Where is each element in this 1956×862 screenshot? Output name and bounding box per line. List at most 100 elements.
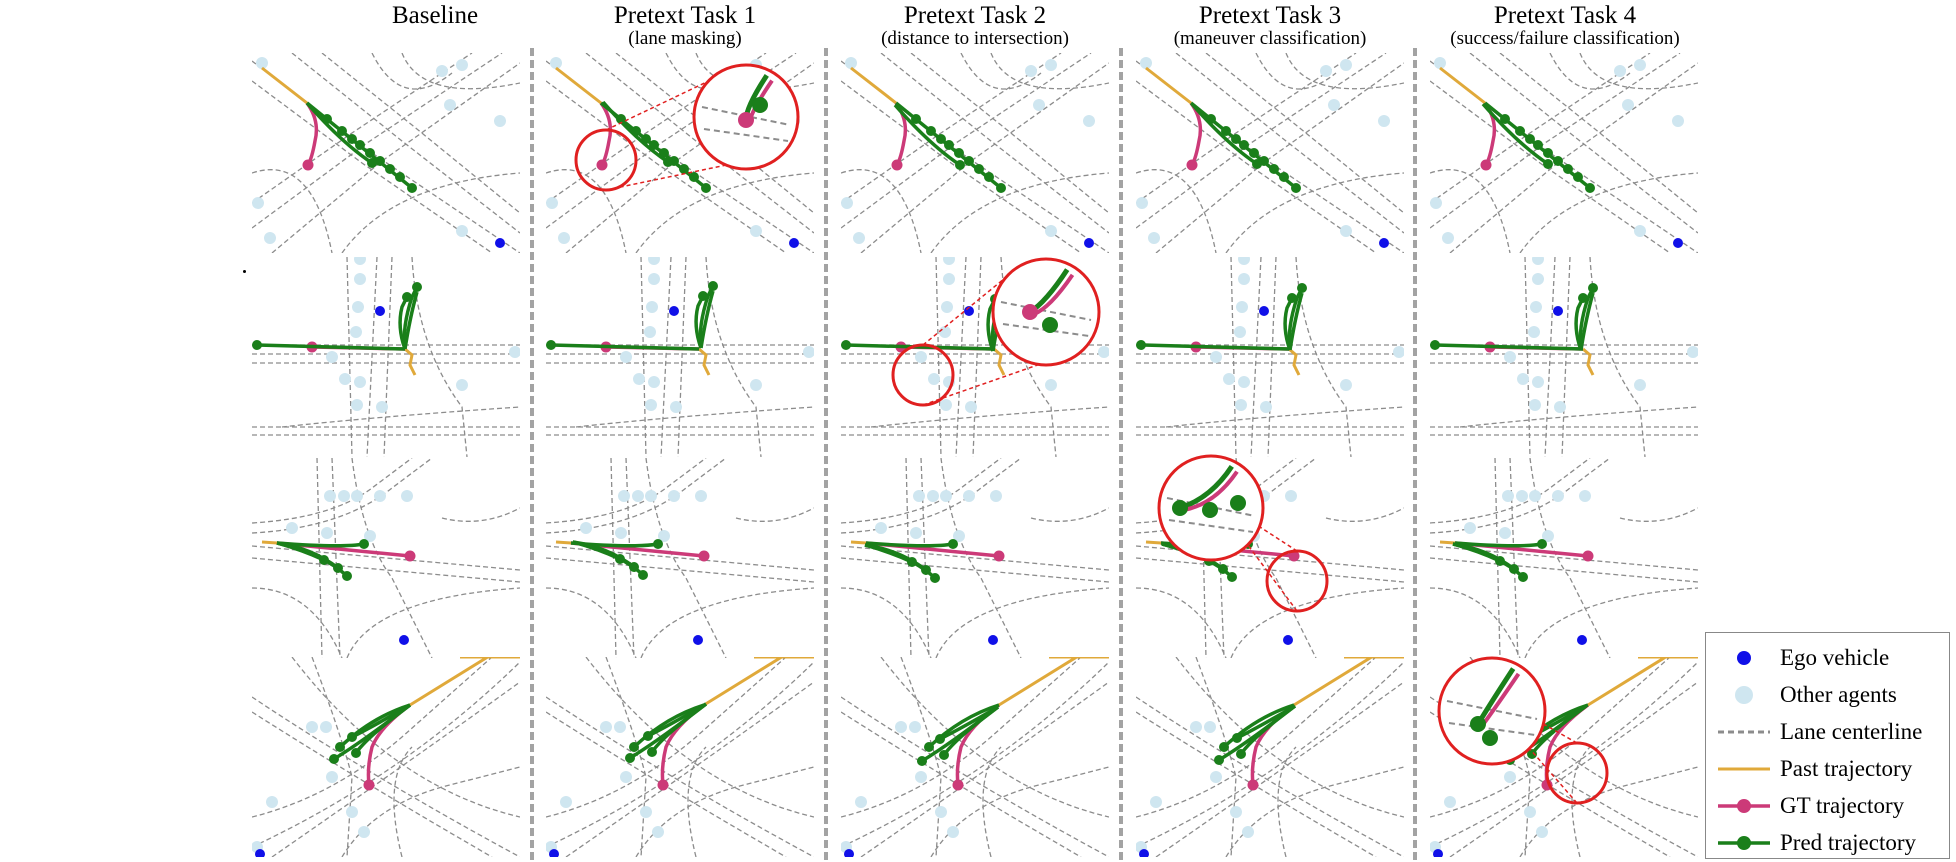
- pred-point: [342, 571, 352, 581]
- lane-centerlines: [252, 657, 520, 857]
- other-agent: [1502, 490, 1514, 502]
- other-agent: [1498, 721, 1510, 733]
- ego-vehicle: [549, 849, 559, 857]
- pred-trajectory: [329, 703, 412, 764]
- pred-point: [911, 114, 921, 124]
- lane-centerlines: [1430, 657, 1698, 857]
- other-agent: [990, 490, 1002, 502]
- scene-panel-r1-c1: [252, 53, 520, 253]
- other-agent: [358, 826, 370, 838]
- gt-endpoint: [1582, 550, 1594, 562]
- lane-centerline: [982, 746, 1002, 857]
- scene-plot: [252, 458, 520, 658]
- other-agent: [1579, 490, 1591, 502]
- lane-centerline: [841, 587, 932, 658]
- lane-centerlines: [1136, 53, 1404, 253]
- pred-point: [689, 172, 699, 182]
- pred-trajectory: [403, 291, 419, 350]
- pred-trajectory: [1579, 292, 1595, 351]
- scene-panel-r1-c5: [1430, 53, 1698, 253]
- lane-centerlines: [546, 657, 814, 857]
- lane-centerline: [371, 53, 453, 90]
- lane-centerline: [252, 80, 493, 253]
- other-agent: [558, 232, 570, 244]
- lane-centerline: [870, 406, 1109, 428]
- lane-centerline: [383, 257, 393, 457]
- other-agent: [1536, 826, 1548, 838]
- ego-vehicle: [1139, 849, 1149, 857]
- other-agent: [1532, 273, 1544, 285]
- pred-point: [1553, 156, 1563, 166]
- pred-point: [1585, 183, 1595, 193]
- lane-centerline: [401, 53, 520, 90]
- lane-centerlines: [841, 657, 1109, 857]
- other-agent: [750, 59, 762, 71]
- other-agent: [1210, 771, 1222, 783]
- pred-point: [407, 183, 417, 193]
- other-agent: [1622, 99, 1634, 111]
- lane-centerline: [291, 53, 520, 234]
- lane-centerline: [935, 587, 1109, 658]
- scene-panel-r4-c3: [841, 657, 1109, 857]
- ego-vehicle: [964, 306, 974, 316]
- other-agent: [560, 796, 572, 808]
- pred-point: [649, 140, 659, 150]
- other-agent: [351, 399, 363, 411]
- lane-centerline: [1230, 257, 1237, 457]
- other-agent: [364, 530, 376, 542]
- pred-point: [355, 140, 365, 150]
- scene-panel-r3-c4: [1136, 458, 1404, 658]
- pred-trajectory: [1452, 542, 1505, 566]
- other-agent: [1205, 527, 1217, 539]
- pred-point: [412, 282, 422, 292]
- pred-point: [984, 172, 994, 182]
- lane-centerline: [1430, 53, 1681, 229]
- pred-point: [907, 557, 917, 567]
- lane-centerlines: [252, 53, 520, 253]
- other-agent: [1150, 796, 1162, 808]
- past-trajectory: [555, 540, 572, 545]
- other-agent: [633, 373, 645, 385]
- pred-point: [1523, 733, 1533, 743]
- lane-centerline: [1430, 169, 1511, 253]
- scene-plot: [1430, 53, 1698, 253]
- pred-trajectory-line: [1288, 292, 1304, 351]
- pred-point: [954, 148, 964, 158]
- other-agent: [1140, 57, 1152, 69]
- other-agent: [346, 806, 358, 818]
- column-title-baseline: Baseline: [290, 2, 580, 29]
- pred-point: [996, 183, 1006, 193]
- pred-point: [936, 134, 946, 144]
- other-agent: [1045, 59, 1057, 71]
- other-agent: [652, 826, 664, 838]
- other-agent: [456, 379, 468, 391]
- other-agent: [620, 771, 632, 783]
- pred-trajectory-line: [1434, 343, 1584, 351]
- pred-point: [365, 148, 375, 158]
- scene-plot: [1136, 458, 1404, 658]
- other-agent: [614, 721, 626, 733]
- other-agent: [1554, 401, 1566, 413]
- pred-point: [329, 754, 339, 764]
- lane-centerline: [660, 257, 672, 457]
- lane-centerline: [546, 169, 627, 253]
- pred-trajectory-symbol: [1718, 836, 1770, 850]
- pred-point: [546, 340, 556, 350]
- stray-mark: [243, 270, 246, 273]
- ego-vehicle: [1379, 238, 1389, 248]
- other-agent: [941, 301, 953, 313]
- past-trajectory: [555, 66, 602, 105]
- scene-plot: [1136, 657, 1404, 857]
- pred-point: [1543, 148, 1553, 158]
- other-agent: [1083, 115, 1095, 127]
- lane-centerline: [1325, 507, 1404, 522]
- lane-centerline: [1579, 53, 1698, 90]
- other-agent: [494, 115, 506, 127]
- other-agents-symbol: [1735, 686, 1753, 704]
- ego-vehicle: [1084, 238, 1094, 248]
- other-agent: [1235, 490, 1247, 502]
- pred-point: [359, 539, 369, 549]
- column-title-sub: (distance to intersection): [881, 28, 1069, 49]
- scene-plot: [252, 53, 520, 253]
- lane-centerline: [1285, 53, 1404, 90]
